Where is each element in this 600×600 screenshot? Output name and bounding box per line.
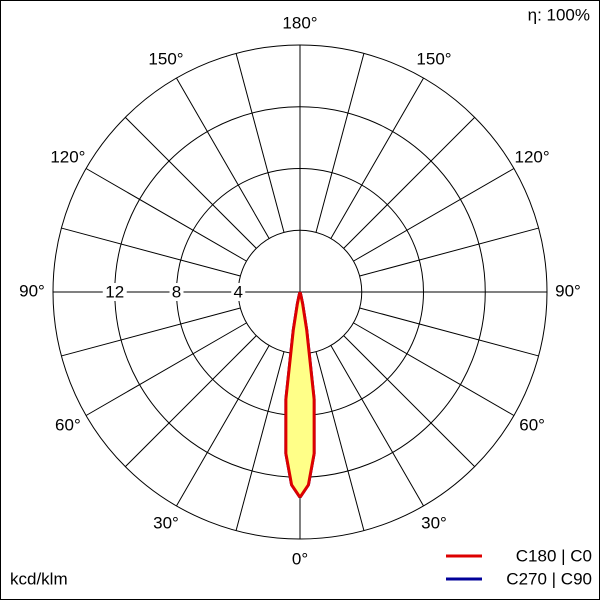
intensity-curve: [284, 291, 302, 499]
label-bg: [231, 283, 246, 301]
spoke: [330, 77, 424, 239]
spoke: [124, 335, 257, 468]
legend-label: C180 | C0: [516, 546, 592, 565]
spoke: [124, 116, 257, 249]
angle-label: 150°: [148, 49, 183, 68]
spoke: [359, 227, 539, 277]
unit-label: kcd/klm: [10, 569, 68, 588]
spoke: [85, 322, 247, 416]
angle-label: 90°: [555, 281, 581, 300]
spoke: [61, 227, 241, 277]
r-tick-label: 12: [105, 282, 124, 301]
angle-label: 150°: [416, 49, 451, 68]
angle-label: 90°: [19, 281, 45, 300]
angle-label: 60°: [55, 415, 81, 434]
spoke: [343, 335, 476, 468]
legend-label: C270 | C90: [506, 569, 592, 588]
spoke: [235, 53, 285, 233]
label-bg: [102, 283, 127, 301]
spoke: [85, 168, 247, 262]
spoke: [61, 307, 241, 357]
spoke: [353, 168, 515, 262]
angle-label: 30°: [421, 514, 447, 533]
spoke: [315, 53, 365, 233]
label-bg: [169, 283, 184, 301]
angle-label: 30°: [153, 514, 179, 533]
efficiency: η: 100%: [528, 5, 590, 24]
angle-label: 120°: [50, 147, 85, 166]
spoke: [353, 322, 515, 416]
spoke: [330, 345, 424, 507]
angle-label: 60°: [519, 415, 545, 434]
spoke: [315, 351, 365, 531]
r-tick-label: 8: [172, 282, 181, 301]
spoke: [343, 116, 476, 249]
spoke: [176, 77, 270, 239]
spoke: [176, 345, 270, 507]
outer-ring: [52, 44, 548, 540]
angle-label: 120°: [515, 147, 550, 166]
angle-label: 0°: [292, 549, 308, 568]
angle-label: 180°: [282, 13, 317, 32]
intensity-curve: [298, 291, 316, 499]
spoke: [359, 307, 539, 357]
r-tick-label: 4: [234, 282, 243, 301]
spoke: [235, 351, 285, 531]
